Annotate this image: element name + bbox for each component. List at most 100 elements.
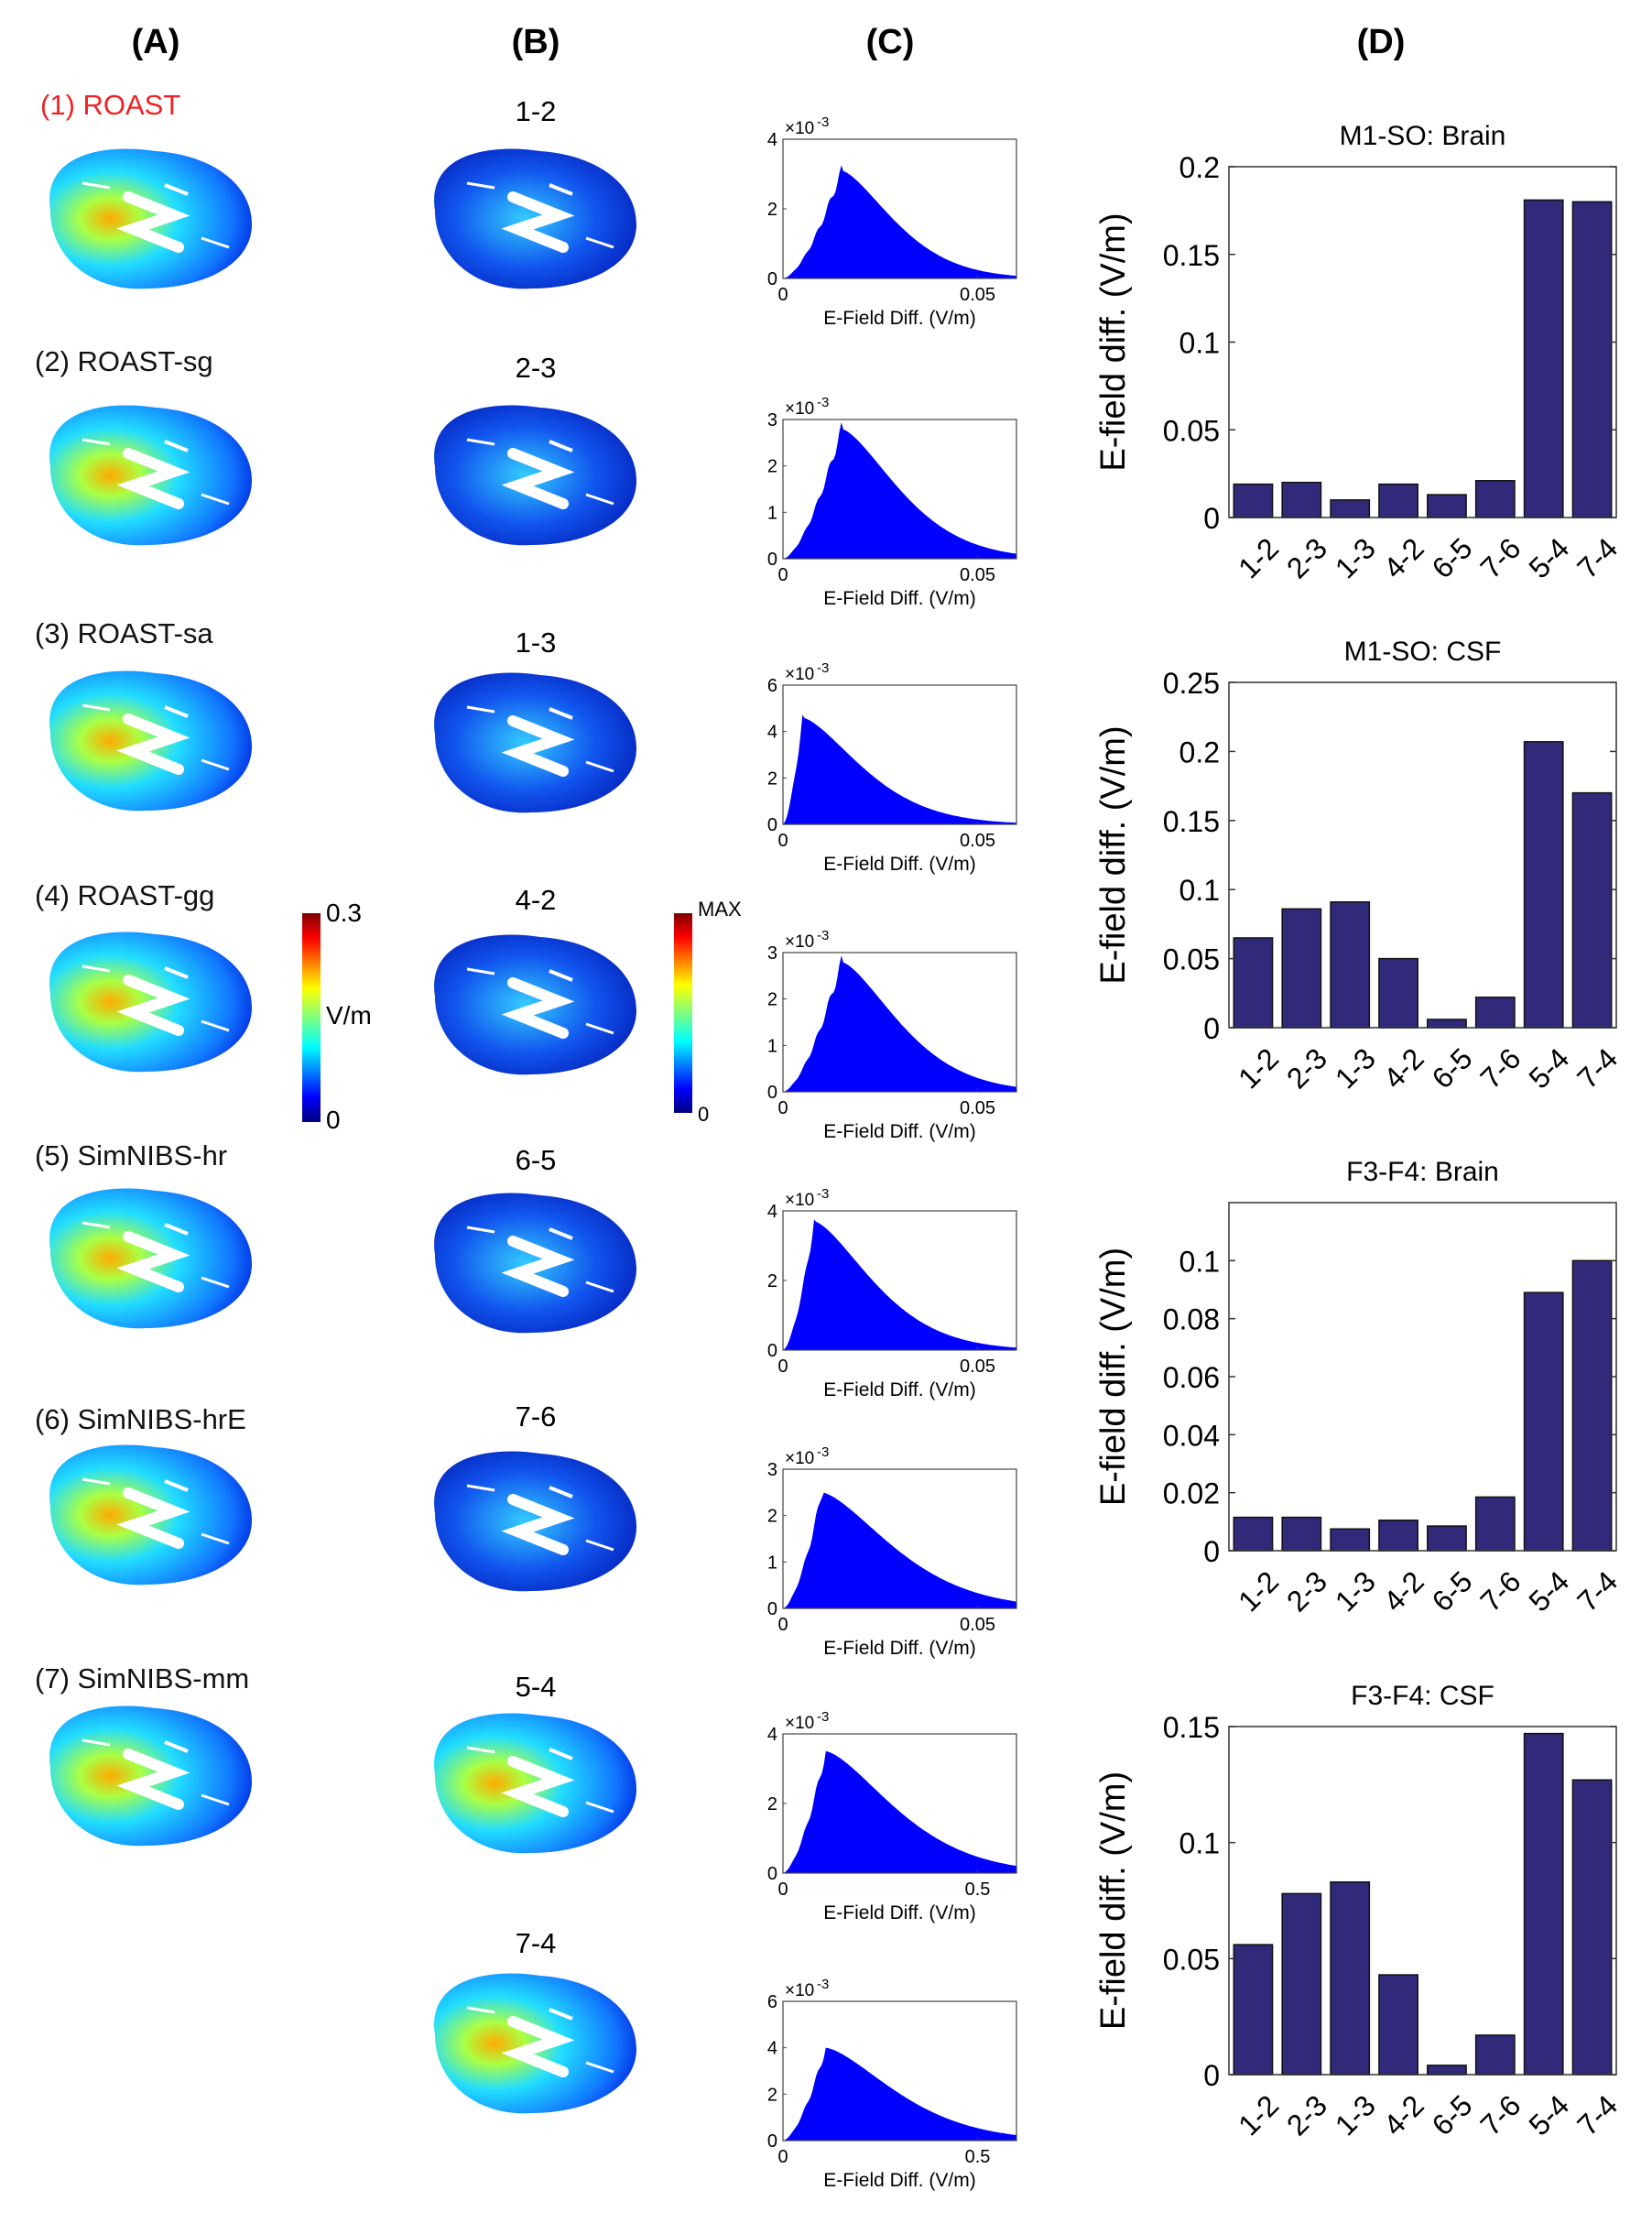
colorbar-b-min: 0 [698, 1103, 709, 1126]
sulcus-mark [82, 181, 111, 190]
histogram-ytick-label: 6 [767, 676, 777, 696]
histogram-y-exponent: -3 [817, 1444, 829, 1460]
pair-diff-map [434, 1193, 636, 1334]
sulcus-mark [466, 967, 495, 975]
bar-5-4 [1523, 1291, 1564, 1552]
sulcus-mark [82, 1477, 111, 1486]
bar-chart-xtick-label: 4-2 [1377, 1041, 1430, 1095]
sulcus-mark [164, 440, 189, 452]
bar-chart-ytick-label: 0.05 [1163, 414, 1220, 447]
bar-chart-ytick-label: 0.15 [1163, 239, 1220, 272]
bar-chart-xtick-label: 7-6 [1473, 2088, 1527, 2141]
histogram-y-exponent: -3 [817, 1709, 829, 1725]
histogram-xlabel: E-Field Diff. (V/m) [823, 588, 975, 609]
bar-chart-ytick-label: 0.08 [1163, 1303, 1220, 1336]
bar-2-3 [1281, 1892, 1322, 2076]
histogram-ytick-label: 2 [767, 1794, 777, 1814]
histogram-xtick-label: 0.05 [960, 1615, 995, 1635]
bar-7-6 [1474, 1496, 1516, 1552]
histogram-xlabel: E-Field Diff. (V/m) [823, 1638, 975, 1659]
bar-chart-xtick-label: 2-3 [1280, 2088, 1333, 2141]
histogram-frame [782, 2000, 1017, 2141]
model-brain-map [49, 670, 252, 812]
bar-chart-frame [1228, 681, 1617, 1029]
histogram-ytick-label: 6 [767, 1992, 777, 2012]
model-brain-map [49, 1705, 252, 1847]
sulcus-mark [549, 707, 573, 720]
histogram-y-scale: ×10 [785, 665, 814, 684]
bar-chart-title: M1-SO: Brain [1340, 121, 1506, 151]
bar-6-5 [1427, 494, 1467, 518]
ventricle-mark [501, 2016, 575, 2077]
ventricle-mark [116, 191, 190, 253]
pair-label: 5-4 [516, 1671, 557, 1703]
histogram-ytick-label: 2 [767, 200, 777, 220]
sulcus-mark [201, 1019, 230, 1032]
sulcus-mark [466, 2006, 495, 2014]
histogram-xtick-label: 0.05 [960, 1357, 995, 1377]
histogram-ytick-label: 2 [767, 2085, 777, 2105]
bar-chart-4: F3-F4: CSF 0 0.05 0.1 0.15 1-22-31-34-26-57-6… [1094, 1681, 1624, 2141]
histogram-y-exponent: -3 [817, 1186, 829, 1202]
bar-chart-ytick-label: 0.02 [1163, 1477, 1220, 1510]
histogram-xtick-label: 0.05 [960, 285, 995, 305]
ventricle-mark [501, 1756, 575, 1817]
bar-chart-ytick-label: 0 [1203, 2059, 1220, 2092]
histogram-ytick-label: 2 [767, 457, 777, 477]
sulcus-mark [549, 2008, 573, 2021]
histogram-ytick-label: 4 [767, 1202, 777, 1222]
pair-diff-map [434, 934, 636, 1075]
histogram-ytick-label: 4 [767, 1725, 777, 1745]
bar-chart-xtick-label: 1-2 [1232, 531, 1285, 584]
histogram-7-4: 0 2 4 6 ×10 -3 0 0.5 E-Field Diff. (V/m) [767, 1977, 1017, 2191]
bar-chart-ytick-label: 0 [1203, 1012, 1220, 1045]
bar-7-4 [1571, 201, 1613, 518]
sulcus-mark [201, 1793, 230, 1806]
model-label: (6) SimNIBS-hrE [35, 1403, 246, 1435]
bar-4-2 [1378, 1520, 1418, 1552]
histogram-ytick-label: 4 [767, 2039, 777, 2059]
histogram-ytick-label: 4 [767, 723, 777, 743]
histogram-y-exponent: -3 [817, 1977, 829, 1992]
histogram-xtick-label: 0.5 [965, 1880, 991, 1900]
bar-7-4 [1571, 1779, 1613, 2076]
bar-chart-xtick-label: 6-5 [1426, 1041, 1479, 1095]
bar-chart-ytick-label: 0.2 [1179, 151, 1220, 184]
column-c-histograms: 024×10 -30 0.05E-Field Diff. (V/m)0123×10-… [767, 114, 1017, 2191]
histogram-ytick-label: 0 [767, 815, 777, 835]
sulcus-mark [466, 181, 495, 190]
column-a-models: (1) ROAST (2) ROAST-sg (3) ROAST-sa (4) ROA… [35, 89, 252, 1847]
colorbar-a-gradient [302, 913, 321, 1122]
histogram-area [783, 2047, 1016, 2141]
sulcus-mark [164, 1223, 189, 1236]
sulcus-mark [164, 1740, 189, 1753]
bar-7-4 [1571, 1259, 1613, 1552]
histogram-ytick-label: 0 [767, 269, 777, 289]
pair-label: 2-3 [516, 352, 557, 384]
histogram-y-exponent: -3 [817, 114, 829, 130]
histogram-xtick-label: 0 [777, 1615, 788, 1635]
model-label: (1) ROAST [40, 89, 180, 121]
bar-chart-ytick-label: 0.25 [1163, 667, 1220, 700]
bar-chart-ytick-label: 0.15 [1163, 805, 1220, 838]
bar-chart-xtick-label: 7-4 [1570, 1564, 1624, 1618]
model-brain-map [49, 1444, 252, 1586]
bar-chart-xtick-label: 1-3 [1329, 1564, 1382, 1618]
pair-diff-map [434, 148, 636, 289]
sulcus-mark [585, 1801, 614, 1814]
bar-4-2 [1378, 957, 1418, 1029]
histogram-ytick-label: 2 [767, 1271, 777, 1291]
histogram-y-exponent: -3 [817, 928, 829, 943]
ventricle-mark [116, 1231, 190, 1292]
bar-chart-xtick-label: 1-3 [1329, 2088, 1382, 2141]
histogram-xlabel: E-Field Diff. (V/m) [823, 854, 975, 875]
bar-chart-xtick-label: 2-3 [1280, 1041, 1333, 1095]
sulcus-mark [549, 1486, 573, 1498]
sulcus-mark [585, 2061, 614, 2074]
histogram-xtick-label: 0.5 [965, 2147, 991, 2167]
bar-chart-frame [1228, 1726, 1617, 2076]
bar-7-6 [1474, 2034, 1516, 2076]
bar-6-5 [1427, 1019, 1467, 1029]
histogram-area [783, 714, 1016, 824]
histogram-y-scale: ×10 [785, 119, 814, 138]
